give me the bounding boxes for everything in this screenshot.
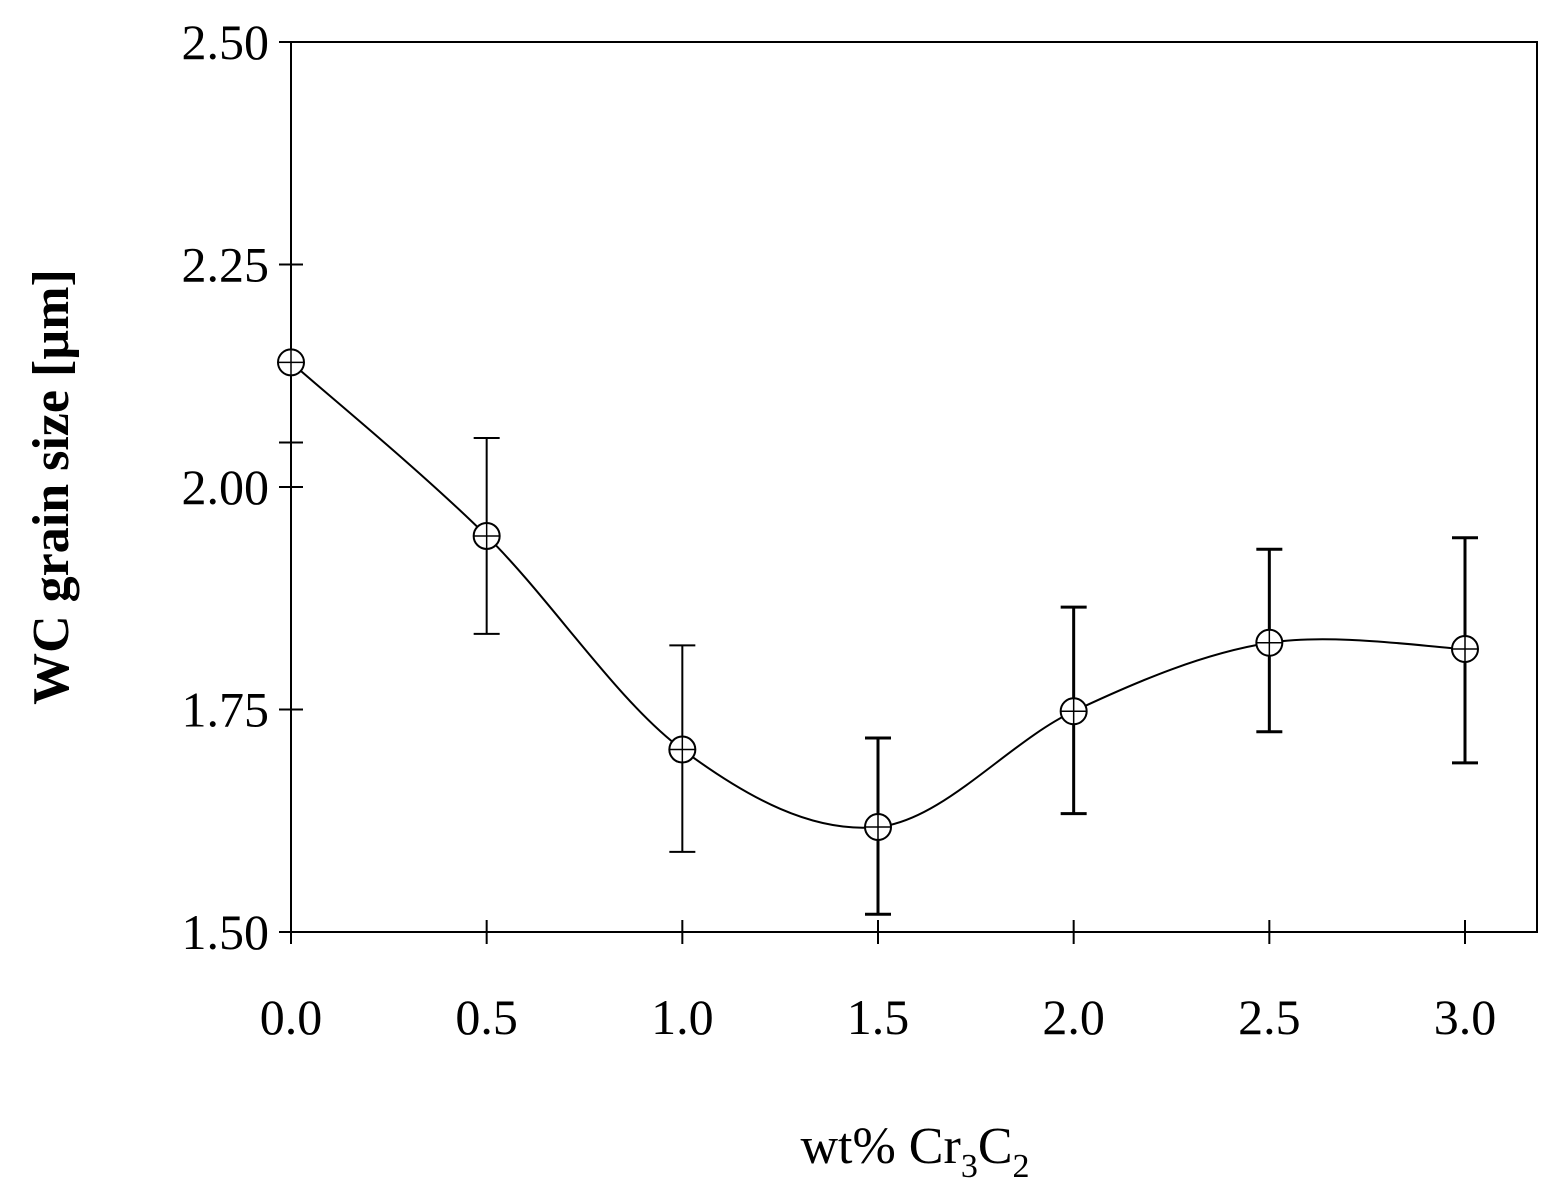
x-axis-title-subscript: 3 xyxy=(961,1148,978,1185)
x-tick-label: 2.5 xyxy=(1238,989,1301,1045)
data-point xyxy=(1255,628,1284,657)
data-markers-layer xyxy=(277,348,1479,841)
y-tick-label: 2.25 xyxy=(182,237,270,293)
x-tick-label: 3.0 xyxy=(1434,989,1497,1045)
data-point xyxy=(277,348,305,377)
x-tick-label: 1.5 xyxy=(847,989,910,1045)
x-axis-title-subscript: 2 xyxy=(1013,1148,1030,1185)
plot-frame xyxy=(290,41,1538,933)
x-axis-title: wt% Cr3C2 xyxy=(800,1118,1029,1185)
error-bars-layer xyxy=(473,437,1478,916)
y-tick-label: 1.50 xyxy=(182,904,270,960)
x-axis-title-part: C xyxy=(978,1118,1013,1175)
data-point xyxy=(1451,634,1479,663)
x-tick-label: 1.0 xyxy=(651,989,714,1045)
x-axis-title-part: wt% Cr xyxy=(800,1118,960,1175)
data-point xyxy=(864,812,892,841)
x-tick-label: 0.5 xyxy=(455,989,518,1045)
y-axis-title: WC grain size [µm] xyxy=(23,269,80,705)
data-point xyxy=(1059,697,1088,726)
data-point xyxy=(668,735,697,764)
data-point xyxy=(472,521,501,550)
x-tick-label: 0.0 xyxy=(260,989,323,1045)
x-tick-label: 2.0 xyxy=(1042,989,1105,1045)
x-axis-ticks: 0.0 0.5 1.0 1.5 2.0 2.5 3.0 xyxy=(260,920,1497,1045)
y-tick-label: 1.75 xyxy=(182,682,270,738)
y-tick-label: 2.50 xyxy=(182,14,270,70)
y-tick-label: 2.00 xyxy=(182,459,270,515)
y-axis-ticks: 1.50 1.75 2.00 2.25 2.50 xyxy=(182,14,303,960)
